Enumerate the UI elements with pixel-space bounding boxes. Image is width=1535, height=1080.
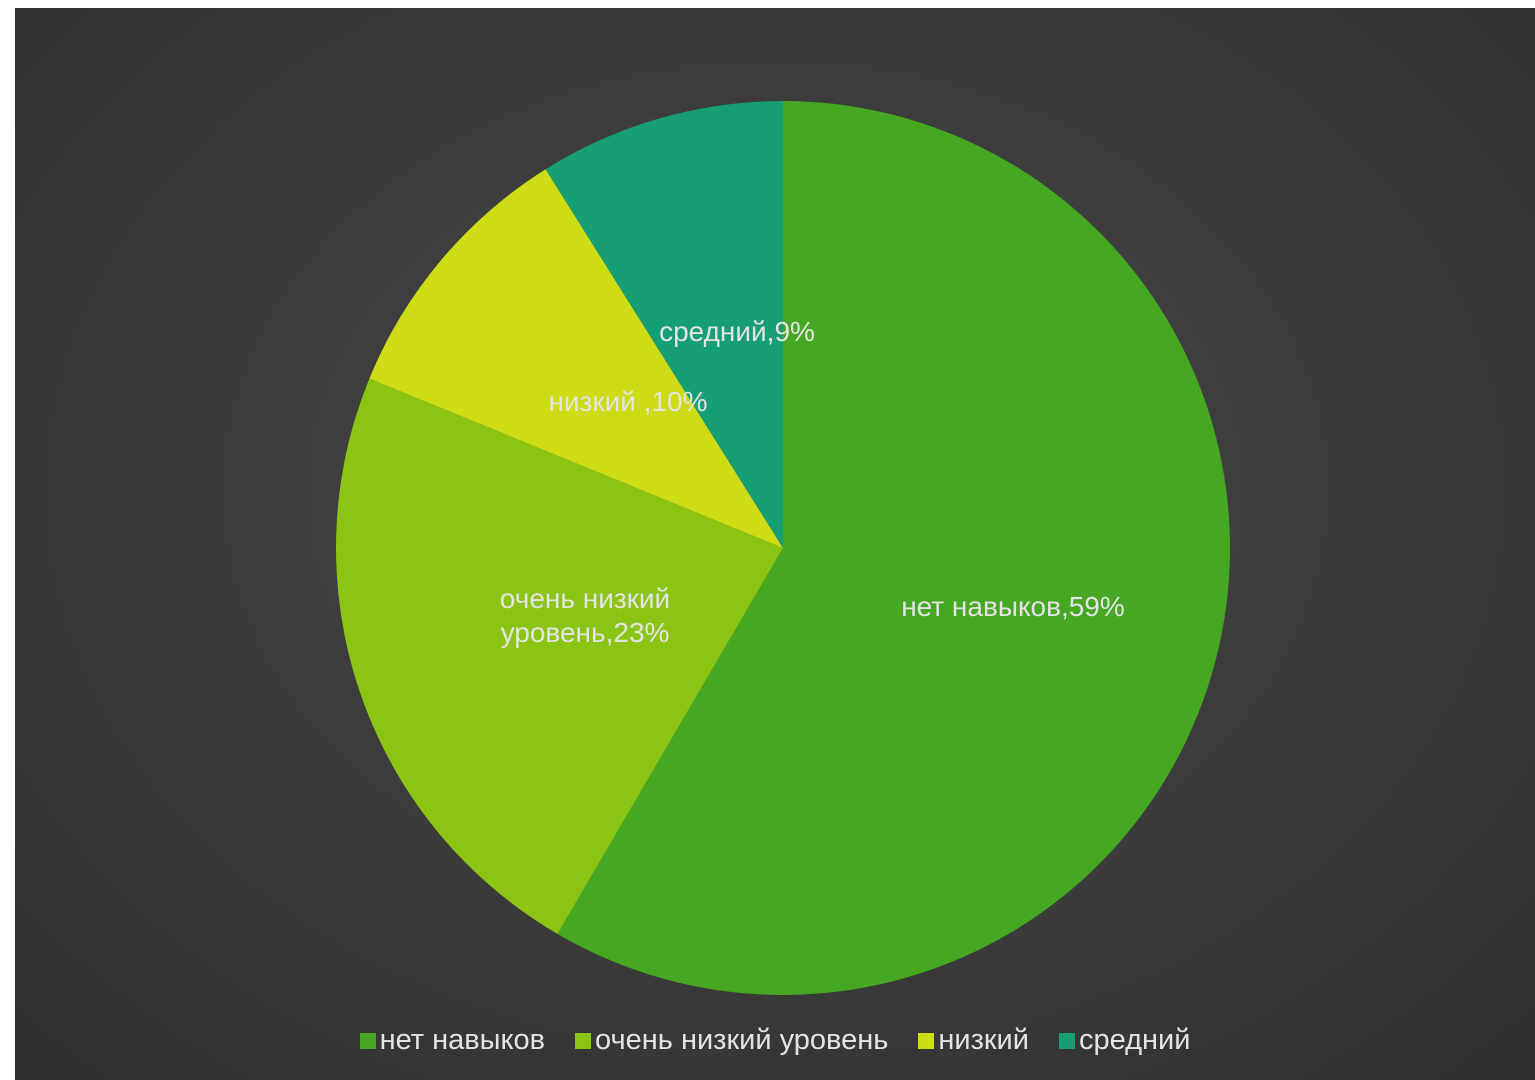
legend-swatch <box>1058 1032 1075 1049</box>
legend-label: очень низкий уровень <box>595 1024 889 1056</box>
legend-swatch <box>918 1032 935 1049</box>
pie-chart: нет навыков,59% очень низкий уровень,23% ни… <box>335 101 1231 996</box>
pie-slice-ochen-nizkiy <box>335 378 783 934</box>
legend-item-sredniy: средний <box>1058 1024 1191 1057</box>
legend-label: нет навыков <box>379 1024 546 1056</box>
legend-item-net-navykov: нет навыков <box>359 1024 546 1057</box>
data-label-sredniy: средний,9% <box>659 316 815 347</box>
pie-slice-sredniy <box>545 101 783 548</box>
pie-slice-net-navykov <box>557 101 1231 996</box>
legend-swatch <box>575 1032 592 1049</box>
legend-label: низкий <box>938 1024 1029 1056</box>
chart-area: нет навыков,59% очень низкий уровень,23% ни… <box>15 8 1535 1080</box>
data-label-ochen-nizkiy: очень низкий уровень,23% <box>500 583 670 648</box>
pie-slice-nizkiy <box>369 169 783 549</box>
legend-item-ochen-nizkiy: очень низкий уровень <box>575 1024 888 1057</box>
legend-label: средний <box>1078 1024 1191 1056</box>
chart-legend: нет навыков очень низкий уровень низкий … <box>15 1024 1535 1057</box>
legend-swatch <box>359 1032 376 1049</box>
data-label-net-navykov: нет навыков,59% <box>901 591 1125 622</box>
legend-item-nizkiy: низкий <box>918 1024 1029 1057</box>
data-label-nizkiy: низкий ,10% <box>548 386 707 417</box>
